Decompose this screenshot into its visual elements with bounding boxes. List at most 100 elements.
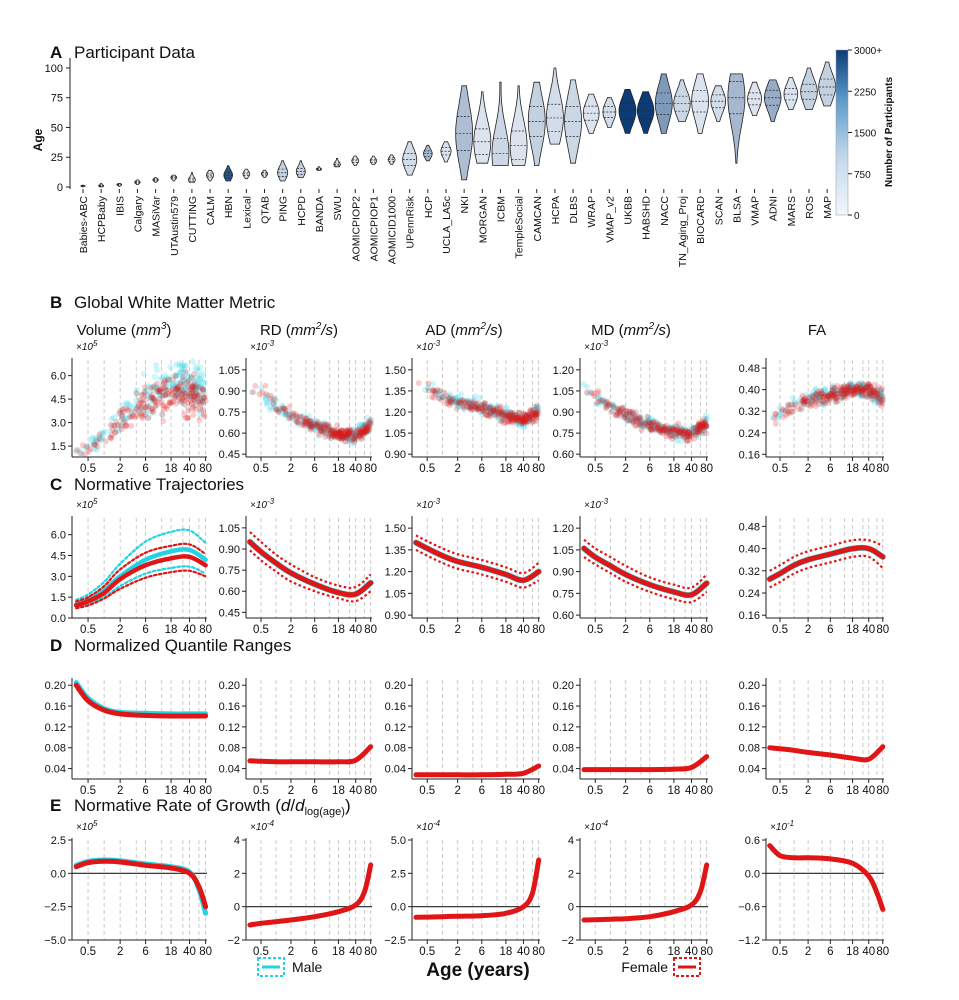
x-tick-label-CAMCAN: CAMCAN [532, 196, 544, 242]
scatter-point [363, 428, 370, 435]
scatter-point [164, 379, 170, 386]
scatter-point [504, 410, 511, 417]
scatter-point [276, 408, 282, 415]
scatter-point [178, 386, 185, 393]
xtick-label: 0.5 [419, 785, 435, 797]
scatter-point [474, 403, 481, 410]
scatter-point [336, 430, 343, 437]
scatter-point [476, 403, 483, 410]
scatter-point [519, 420, 526, 426]
panel-d-md: 0.040.080.120.160.200.5 2 6 18 40 80 [553, 678, 713, 797]
scatter-point [121, 418, 128, 425]
scatter-point [626, 417, 633, 424]
scatter-point [196, 372, 203, 379]
scatter-point [487, 407, 494, 414]
scatter-point [317, 427, 323, 434]
scatter-point [107, 434, 113, 441]
scatter-point [360, 432, 367, 439]
scatter-point [490, 407, 497, 414]
scatter-point [156, 391, 163, 398]
panel-c-letter: C [50, 475, 62, 494]
scatter-point [345, 436, 352, 443]
ytick-label: 6.0 [51, 530, 66, 542]
scatter-point [352, 428, 359, 435]
scatter-point [91, 441, 98, 448]
scatter-point [196, 417, 203, 424]
scatter-point [175, 386, 182, 393]
scatter-point [259, 389, 266, 396]
panel-a-ytick-label: 0 [57, 182, 63, 194]
panel-a-letter: A [50, 43, 62, 62]
scatter-point [196, 399, 203, 406]
scatter-point [341, 434, 348, 441]
scatter-point [306, 419, 313, 426]
scatter-point [530, 407, 537, 414]
scatter-point [492, 412, 499, 419]
scatter-point [317, 423, 324, 430]
scatter-point [339, 427, 346, 434]
scatter-point [165, 391, 172, 398]
scatter-point [336, 433, 343, 440]
scatter-point [361, 426, 368, 433]
scatter-point [178, 391, 185, 398]
scatter-point [511, 409, 518, 416]
scatter-point [314, 422, 321, 429]
ytick-label: 0.12 [45, 722, 66, 734]
scatter-point [282, 412, 289, 419]
x-tick-label-AOMICPIOP1: AOMICPIOP1 [368, 196, 380, 262]
scatter-point [192, 383, 199, 390]
scatter-point [479, 405, 485, 412]
violin-WRAP [582, 93, 600, 134]
ytick-label: 1.05 [219, 523, 240, 535]
scatter-point [870, 387, 877, 394]
scatter-point [336, 428, 342, 435]
scatter-point [133, 406, 140, 412]
scatter-point [514, 412, 520, 419]
ytick-label: 0.0 [51, 868, 66, 880]
scatter-point [195, 392, 202, 399]
scatter-point [363, 423, 370, 430]
scatter-point [307, 417, 314, 424]
metric-titles: Volume (mm3) RD (mm2/s) AD (mm2/s) MD (m… [77, 321, 827, 339]
scatter-point [340, 432, 347, 439]
scatter-point [282, 409, 288, 416]
panel-c-title: Normative Trajectories [74, 475, 244, 494]
violin-CUTTING [188, 172, 196, 183]
scatter-point [509, 414, 516, 421]
scatter-point [183, 380, 190, 387]
scatter-male [250, 385, 374, 448]
scatter-point [284, 410, 290, 417]
scatter-point [510, 414, 517, 421]
panel-a-ytick-label: 100 [45, 63, 63, 75]
scatter-point [156, 388, 163, 395]
scatter-point [188, 385, 195, 392]
scatter-point [333, 433, 340, 440]
scatter-point [331, 429, 338, 436]
scatter-point [176, 360, 183, 367]
scatter-point [136, 408, 143, 415]
quantile-range-female [247, 744, 374, 765]
scatter-point [181, 394, 188, 400]
scatter-point [185, 373, 192, 380]
scatter-point [316, 421, 323, 428]
scatter-point [73, 447, 80, 454]
scatter-point [787, 408, 794, 415]
scatter-point [320, 421, 327, 428]
scatter-point [189, 387, 196, 394]
xtick-label: 0.5 [587, 624, 603, 636]
scatter-point [478, 402, 485, 409]
scatter-point [162, 392, 169, 399]
xtick-label: 40 [517, 624, 530, 636]
scatter-point [326, 426, 333, 433]
panel-c-fa: 0.160.240.320.400.480.5 2 6 18 40 80 [739, 516, 889, 636]
scatter-point [338, 427, 345, 434]
scatter-point [150, 383, 157, 390]
scatter-point [176, 388, 183, 395]
scatter-point [310, 421, 317, 428]
scatter-point [879, 385, 886, 392]
xtick-label: 6 [827, 946, 833, 958]
scatter-point [692, 432, 699, 439]
scatter-point [193, 383, 200, 390]
scatter-point [358, 429, 365, 436]
scatter-point [119, 409, 126, 416]
